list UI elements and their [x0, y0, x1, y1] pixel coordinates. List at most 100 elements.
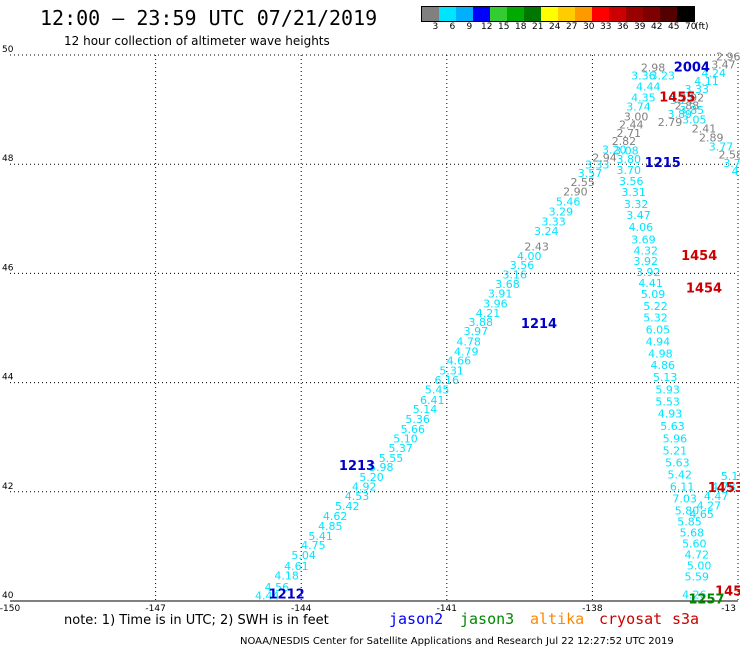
color-scale-legend: [421, 6, 695, 22]
wave-height-value: 3.24: [534, 225, 559, 238]
wave-height-value: 4.61: [284, 560, 309, 573]
wave-height-value: 4.47: [704, 490, 729, 503]
x-tick-label: -147: [145, 604, 165, 614]
legend-label: 70: [685, 22, 697, 32]
pass-time-label: 1215: [645, 156, 681, 171]
x-tick-label: -13: [721, 604, 736, 614]
wave-height-value: 5.98: [369, 461, 394, 474]
wave-height-value: 4.65: [689, 508, 714, 521]
wave-height-value: 2.58: [718, 149, 740, 162]
pass-time-label: 1452: [715, 585, 740, 600]
x-tick-label: -141: [437, 604, 457, 614]
wave-height-value: 5.59: [684, 570, 709, 583]
legend-label: 27: [566, 22, 578, 32]
legend-swatch: [660, 7, 677, 21]
wave-height-value: 3.77: [709, 141, 734, 154]
pass-time-label: 1454: [681, 249, 717, 264]
pass-time-label: 1453: [708, 481, 740, 496]
wave-height-value: 3.80: [617, 153, 642, 166]
wave-height-value: 3.29: [549, 206, 574, 219]
wave-height-value: 4.35: [631, 91, 656, 104]
wave-height-value: 4.78: [711, 481, 736, 494]
pass-time-label: 1213: [339, 459, 375, 474]
legend-label: 30: [583, 22, 595, 32]
y-tick-label: 42: [2, 482, 13, 492]
wave-height-value: 6.41: [420, 394, 445, 407]
wave-height-value: 3.05: [682, 113, 707, 126]
wave-height-value: 4.93: [658, 408, 683, 421]
chart-subtitle: 12 hour collection of altimeter wave hei…: [64, 34, 330, 48]
wave-height-value: 4.85: [318, 520, 343, 533]
wave-height-value: 5.14: [413, 403, 438, 416]
legend-label: 12: [481, 22, 493, 32]
wave-height-value: 2.88: [675, 100, 700, 113]
wave-height-value: 3.56: [619, 175, 644, 188]
legend-label: 36: [617, 22, 629, 32]
pass-time-label: 1455: [659, 90, 695, 105]
wave-height-value: 4.72: [684, 548, 709, 561]
wave-height-value: 5.96: [663, 433, 688, 446]
credit-line: NOAA/NESDIS Center for Satellite Applica…: [240, 636, 674, 647]
wave-height-value: 2.96: [716, 50, 740, 63]
legend-label: 24: [549, 22, 561, 32]
satellite-legend-jason3: jason3: [460, 610, 515, 628]
legend-swatch: [643, 7, 660, 21]
wave-height-value: 5.55: [379, 452, 404, 465]
wave-height-value: 4.75: [301, 539, 326, 552]
legend-swatch: [473, 7, 490, 21]
wave-height-value: 3.57: [578, 167, 603, 180]
legend-label: 21: [532, 22, 544, 32]
wave-height-value: 5.42: [335, 500, 360, 513]
wave-height-value: 5.00: [687, 559, 712, 572]
pass-time-label: 1257: [688, 593, 724, 608]
wave-height-value: 3.21: [670, 94, 695, 107]
wave-height-value: 4.78: [456, 335, 481, 348]
wave-height-value: 3.69: [631, 233, 656, 246]
wave-height-value: 3.78: [723, 157, 740, 170]
wave-height-value: 2.79: [658, 116, 683, 129]
wave-height-value: 3.89: [668, 108, 693, 121]
color-scale-labels: 3 6 9 12 15 18 21 24 27 30 33 36 39 42 45 70 (ft): [421, 22, 740, 34]
pass-time-label: 1454: [686, 282, 722, 297]
wave-height-value: 3.16: [502, 268, 527, 281]
wave-height-value: 5.53: [655, 396, 680, 409]
wave-height-value: 4.66: [447, 355, 472, 368]
x-tick-label: -150: [0, 604, 20, 614]
wave-height-value: 3.33: [585, 159, 610, 172]
wave-height-value: 5.21: [663, 445, 688, 458]
wave-height-value: 3.85: [680, 104, 705, 117]
wave-height-value: 4.94: [646, 335, 671, 348]
wave-height-value: 4.98: [648, 347, 673, 360]
wave-height-value: 2.41: [692, 123, 717, 136]
legend-swatch: [575, 7, 592, 21]
wave-height-value: 3.68: [495, 278, 520, 291]
wave-height-value: 5.10: [393, 433, 418, 446]
wave-height-value: 5.36: [405, 413, 430, 426]
legend-label: 45: [668, 22, 680, 32]
wave-height-value: 4.44: [636, 80, 661, 93]
legend-swatch: [592, 7, 609, 21]
wave-height-value: 3.33: [541, 215, 566, 228]
wave-height-value: 3.23: [651, 70, 676, 83]
wave-height-value: 6.05: [646, 323, 671, 336]
legend-label: 9: [466, 22, 473, 32]
note-text: note: 1) Time is in UTC; 2) SWH is in fe…: [64, 613, 329, 628]
wave-height-value: 5.68: [680, 527, 705, 540]
legend-swatch: [456, 7, 473, 21]
wave-height-value: 4.92: [352, 481, 377, 494]
wave-height-value: 5.09: [641, 288, 666, 301]
pass-time-label: 1212: [269, 587, 305, 602]
wave-height-value: 3.36: [631, 70, 656, 83]
wave-height-value: 5.46: [556, 196, 581, 209]
wave-height-value: 4.26: [682, 588, 707, 601]
wave-height-value: 5.63: [665, 457, 690, 470]
satellite-legend-s3a: s3a: [672, 610, 700, 628]
legend-swatch: [422, 7, 439, 21]
legend-swatch: [524, 7, 541, 21]
legend-label: 39: [634, 22, 646, 32]
wave-height-value: 5.37: [388, 442, 413, 455]
wave-height-value: 4.62: [323, 510, 348, 523]
wave-height-value: 2.55: [570, 176, 595, 189]
wave-height-value: 3.08: [614, 144, 639, 157]
wave-height-value: 2.90: [563, 185, 588, 198]
